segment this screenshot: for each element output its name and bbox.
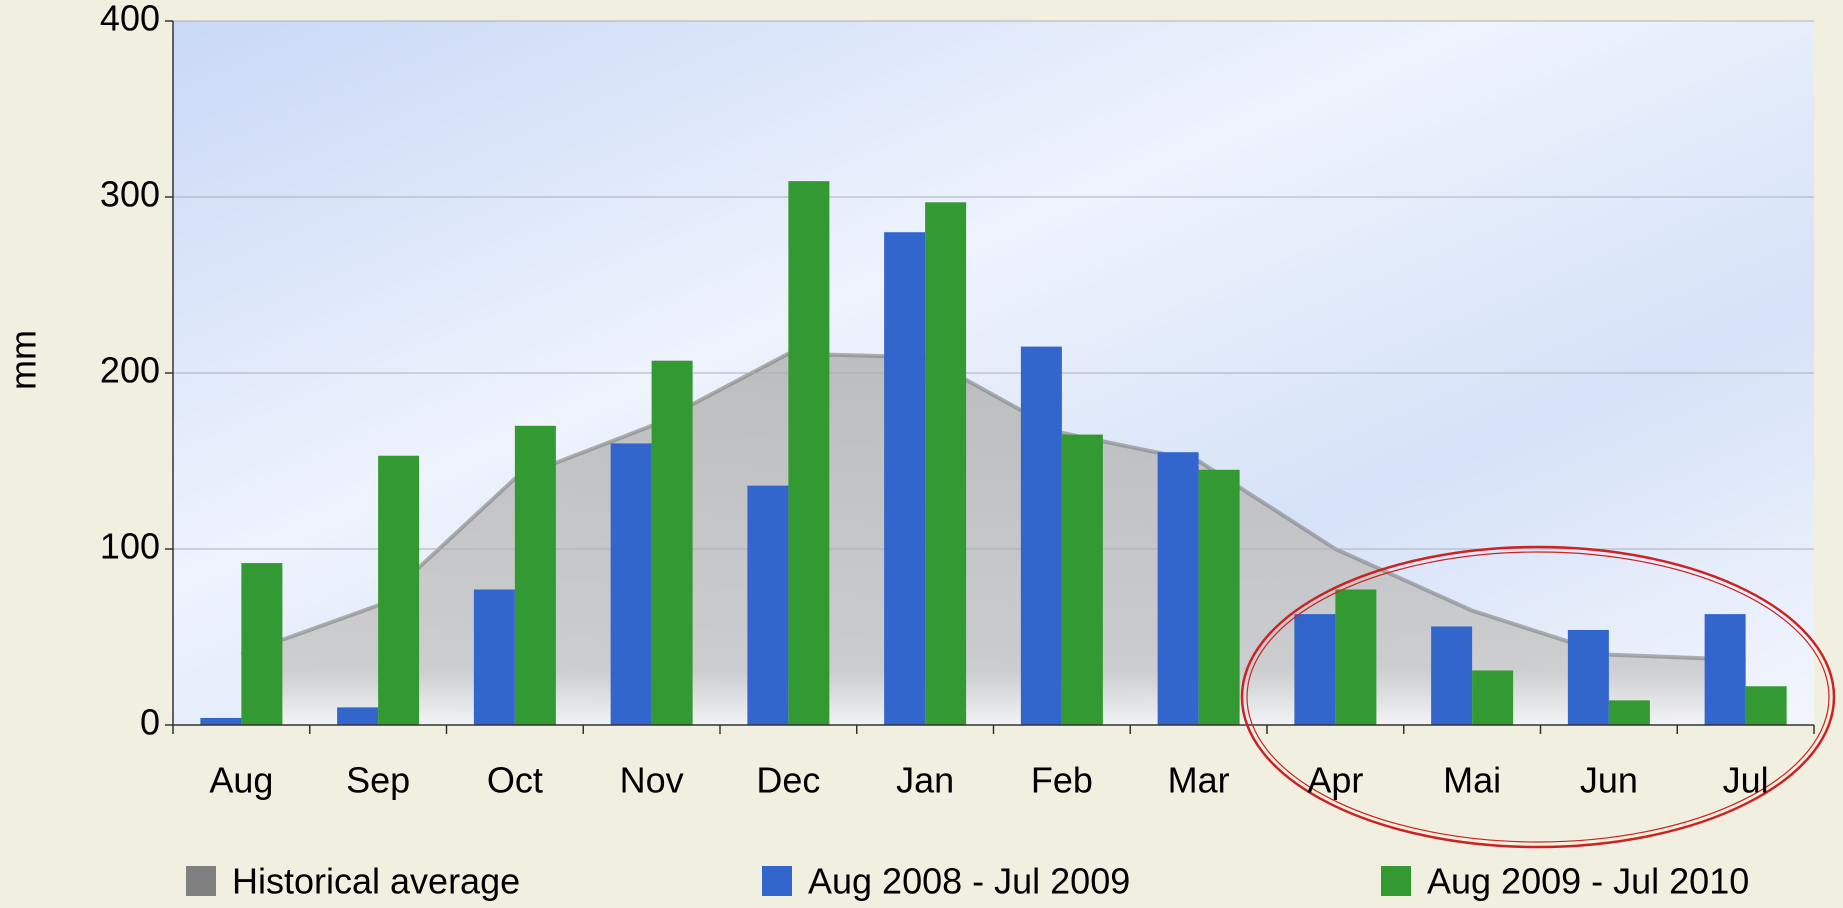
legend-label: Aug 2008 - Jul 2009 — [808, 861, 1130, 902]
bar — [378, 455, 420, 725]
bar — [514, 425, 556, 725]
y-tick-label: 300 — [100, 174, 160, 215]
bar — [1061, 434, 1103, 725]
bar — [1294, 614, 1336, 725]
x-tick-label: Feb — [1031, 760, 1093, 801]
bar — [1567, 629, 1609, 725]
x-tick-label: Jun — [1580, 760, 1638, 801]
x-tick-label: Dec — [756, 760, 820, 801]
bar — [1472, 670, 1514, 725]
y-tick-label: 400 — [100, 0, 160, 39]
bar — [241, 563, 283, 725]
y-tick-label: 100 — [100, 526, 160, 567]
legend-swatch — [186, 866, 216, 896]
area-line — [240, 351, 1746, 662]
legend-swatch — [1381, 866, 1411, 896]
bar — [1198, 469, 1240, 725]
x-tick-label: Oct — [487, 760, 543, 801]
highlight-ellipse-inner — [1246, 551, 1830, 843]
bar — [1431, 626, 1473, 725]
x-tick-label: Mar — [1168, 760, 1230, 801]
bar — [610, 443, 652, 725]
bar — [925, 202, 967, 725]
x-tick-label: Nov — [620, 760, 684, 801]
bar — [788, 181, 830, 725]
bar — [1020, 346, 1062, 725]
legend-label: Aug 2009 - Jul 2010 — [1427, 861, 1749, 902]
legend-label: Historical average — [232, 861, 520, 902]
bar — [473, 589, 515, 725]
bar — [747, 485, 789, 725]
bar — [200, 717, 242, 725]
highlight-ellipse — [1240, 545, 1836, 849]
bar — [1157, 452, 1199, 725]
y-tick-label: 0 — [140, 702, 160, 743]
y-axis-label: mm — [3, 330, 44, 390]
legend-swatch — [762, 866, 792, 896]
x-tick-label: Aug — [209, 760, 273, 801]
bar — [1335, 589, 1377, 725]
bar — [337, 707, 379, 725]
x-tick-label: Mai — [1443, 760, 1501, 801]
bar — [1745, 686, 1787, 725]
y-tick-label: 200 — [100, 350, 160, 391]
bar — [884, 232, 926, 725]
x-tick-label: Apr — [1307, 760, 1363, 801]
bar — [651, 360, 693, 725]
bar — [1704, 614, 1746, 725]
x-tick-label: Jan — [896, 760, 954, 801]
bar — [1608, 700, 1650, 725]
x-tick-label: Jul — [1723, 760, 1769, 801]
x-tick-label: Sep — [346, 760, 410, 801]
